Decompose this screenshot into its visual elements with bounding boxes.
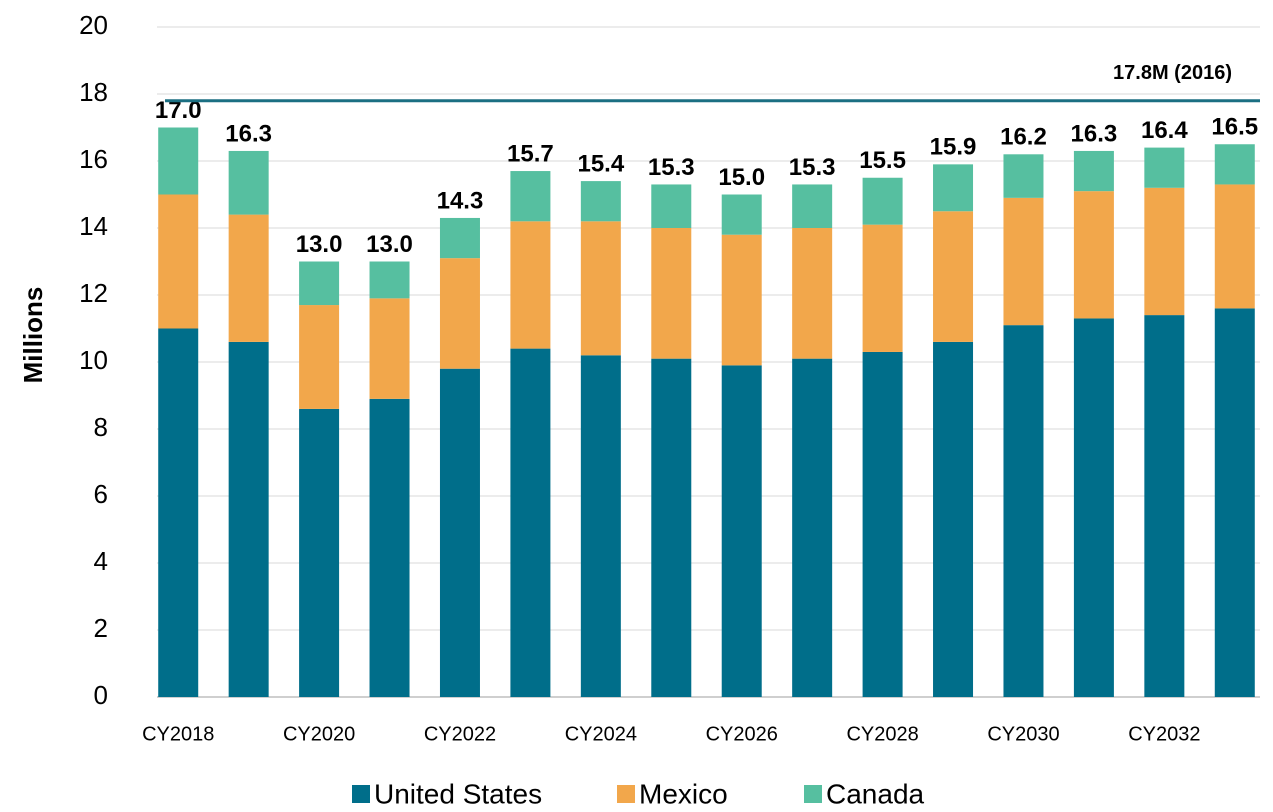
y-tick-label: 10 — [79, 345, 108, 375]
total-label: 15.0 — [718, 164, 765, 191]
bar-segment — [792, 358, 833, 697]
bar-segment — [228, 214, 269, 342]
bar-segment — [299, 261, 340, 306]
bar-segment — [792, 228, 833, 359]
bar-segment — [862, 351, 903, 697]
y-tick-label: 0 — [94, 680, 108, 710]
bar-segment — [158, 127, 199, 195]
bar-segment — [510, 171, 551, 222]
y-tick-label: 14 — [79, 211, 108, 241]
bar-segment — [1144, 315, 1185, 697]
bar-segment — [1214, 144, 1255, 185]
legend-swatch — [352, 785, 370, 803]
bar-segment — [721, 234, 762, 366]
bar-segment — [158, 328, 199, 697]
bar-segment — [1003, 197, 1044, 326]
x-tick-label: CY2028 — [846, 723, 918, 745]
bar-segment — [439, 368, 480, 697]
total-label: 13.0 — [296, 231, 343, 258]
x-tick-label: CY2022 — [424, 723, 496, 745]
bar-segment — [933, 164, 974, 212]
x-tick-label: CY2018 — [142, 723, 214, 745]
total-label: 15.3 — [789, 154, 836, 181]
x-tick-label: CY2020 — [283, 723, 355, 745]
bar-segment — [439, 258, 480, 369]
bar-segment — [651, 358, 692, 697]
bar-segment — [1214, 184, 1255, 309]
bar-segment — [439, 217, 480, 259]
legend-label: Mexico — [639, 778, 728, 809]
y-tick-label: 20 — [79, 10, 108, 40]
bar-segment — [369, 298, 410, 399]
bar-segment — [158, 194, 199, 329]
bar-segment — [862, 177, 903, 225]
legend-swatch — [617, 785, 635, 803]
bar-segment — [721, 194, 762, 235]
bar-segment — [369, 398, 410, 697]
bar-segment — [510, 221, 551, 349]
x-tick-label: CY2030 — [987, 723, 1059, 745]
bar-segment — [1003, 154, 1044, 198]
y-tick-label: 2 — [94, 613, 108, 643]
total-label: 16.3 — [1071, 120, 1118, 147]
bar-segment — [228, 341, 269, 697]
bar-segment — [510, 348, 551, 697]
reference-label: 17.8M (2016) — [1113, 62, 1232, 84]
bar-segment — [299, 408, 340, 697]
bar-segment — [1073, 318, 1114, 697]
x-tick-label: CY2026 — [706, 723, 778, 745]
bar-segment — [1214, 308, 1255, 697]
bar-segment — [1003, 325, 1044, 697]
bar-segment — [580, 181, 621, 222]
total-label: 16.2 — [1000, 124, 1047, 151]
legend-label: Canada — [826, 778, 925, 809]
bar-segment — [580, 355, 621, 697]
total-label: 16.3 — [225, 120, 272, 147]
total-label: 15.5 — [859, 147, 906, 174]
y-tick-label: 16 — [79, 144, 108, 174]
total-label: 16.4 — [1141, 117, 1188, 144]
total-label: 15.3 — [648, 154, 695, 181]
y-tick-label: 8 — [94, 412, 108, 442]
bar-segment — [933, 341, 974, 697]
total-label: 13.0 — [366, 231, 413, 258]
bar-segment — [299, 305, 340, 409]
bar-segment — [792, 184, 833, 228]
x-tick-label: CY2024 — [565, 723, 637, 745]
bar-segment — [1073, 191, 1114, 319]
total-label: 14.3 — [437, 187, 484, 214]
total-label: 16.5 — [1211, 114, 1258, 141]
y-axis-label: Millions — [18, 287, 48, 384]
y-tick-label: 12 — [79, 278, 108, 308]
total-label: 15.4 — [577, 150, 624, 177]
bar-segment — [933, 211, 974, 342]
bar-segment — [1144, 147, 1185, 188]
bar-segment — [1144, 187, 1185, 316]
y-tick-label: 18 — [79, 77, 108, 107]
legend-label: United States — [374, 778, 542, 809]
bar-segment — [369, 261, 410, 299]
bar-segment — [721, 365, 762, 697]
total-label: 15.7 — [507, 140, 554, 167]
bar-segment — [1073, 150, 1114, 192]
legend-swatch — [804, 785, 822, 803]
bar-segment — [651, 184, 692, 228]
bar-segment — [862, 224, 903, 352]
y-tick-label: 4 — [94, 546, 108, 576]
y-tick-label: 6 — [94, 479, 108, 509]
bar-segment — [580, 221, 621, 356]
bar-segment — [228, 150, 269, 215]
x-tick-label: CY2032 — [1128, 723, 1200, 745]
total-label: 15.9 — [930, 134, 977, 161]
bar-segment — [651, 228, 692, 359]
